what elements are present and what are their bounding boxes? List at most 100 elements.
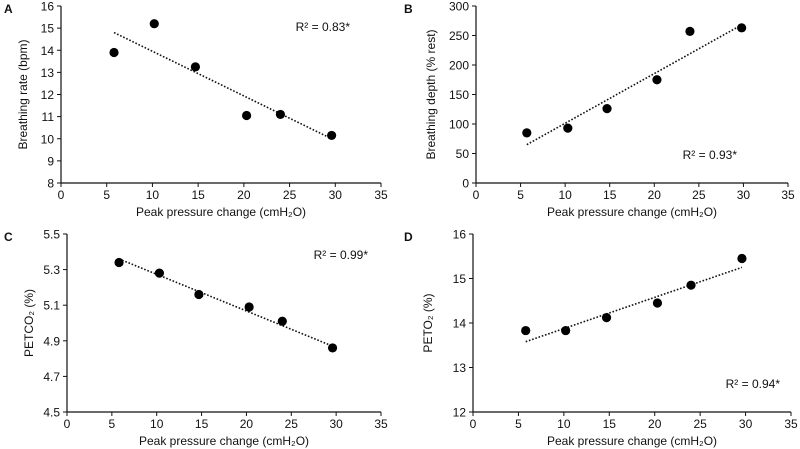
y-tick-label: 5.1 (43, 299, 60, 313)
data-point (602, 104, 612, 114)
trendline (525, 266, 743, 343)
x-tick-label: 15 (603, 188, 617, 202)
x-tick-label: 15 (195, 417, 209, 431)
y-tick-label: 16 (453, 228, 467, 242)
data-point (563, 123, 573, 133)
y-tick-label: 150 (449, 88, 469, 102)
data-point (327, 343, 338, 353)
x-axis-title: Peak pressure change (cmH₂O) (547, 434, 717, 448)
data-point (149, 19, 159, 29)
y-tick-label: 14 (41, 44, 55, 58)
x-tick-label: 0 (64, 417, 71, 431)
r-squared-annotation: R² = 0.99* (314, 248, 369, 262)
x-tick-label: 35 (784, 417, 798, 431)
x-tick-label: 35 (781, 188, 795, 202)
x-tick-label: 10 (146, 188, 160, 202)
data-point (277, 316, 287, 326)
y-tick-label: 50 (456, 147, 470, 161)
data-point (652, 298, 663, 308)
x-tick-label: 30 (737, 188, 751, 202)
panel-label: D (404, 230, 413, 244)
y-tick-label: 4.9 (43, 334, 60, 348)
y-tick-label: 4.5 (43, 406, 60, 420)
data-point (685, 26, 695, 36)
y-tick-label: 15 (453, 272, 467, 286)
panel-label: C (4, 230, 13, 244)
y-tick-label: 250 (449, 29, 469, 43)
x-tick-label: 5 (517, 188, 524, 202)
x-tick-label: 25 (283, 188, 297, 202)
x-tick-label: 35 (374, 417, 388, 431)
data-point (561, 325, 571, 336)
x-axis-title: Peak pressure change (cmH₂O) (139, 434, 309, 448)
y-tick-label: 13 (453, 361, 467, 375)
panel-a: A 0 5 10 15 20 25 30 35 8 9 10 11 12 13 14 15 16 Peak pres… (4, 0, 388, 219)
x-tick-label: 5 (109, 417, 116, 431)
x-tick-label: 20 (240, 417, 254, 431)
x-tick-label: 15 (603, 417, 617, 431)
x-tick-label: 0 (473, 188, 480, 202)
data-point (154, 268, 165, 278)
y-tick-label: 200 (449, 59, 469, 73)
r-squared-annotation: R² = 0.93* (683, 148, 738, 162)
x-axis-title: Peak pressure change (cmH₂O) (547, 205, 717, 219)
data-point (275, 109, 286, 120)
x-tick-label: 30 (739, 417, 753, 431)
x-tick-label: 20 (648, 417, 662, 431)
x-tick-label: 5 (515, 417, 522, 431)
x-tick-label: 10 (558, 188, 572, 202)
data-point (114, 257, 124, 268)
data-point (194, 289, 204, 300)
x-tick-label: 30 (329, 188, 343, 202)
y-axis-title: PETCO₂ (%) (22, 289, 36, 357)
y-tick-label: 10 (41, 132, 55, 146)
y-tick-label: 5.3 (43, 263, 60, 277)
data-point (601, 313, 612, 323)
panel-label: A (4, 2, 13, 16)
data-point (190, 62, 200, 72)
trendline (113, 31, 332, 140)
panel-c: C 0 5 10 15 20 25 30 35 4.5 4.7 4.9 5.1 5.3 5.5 Peak pr… (4, 228, 388, 449)
data-point (521, 325, 531, 336)
data-point (242, 110, 252, 121)
y-tick-label: 4.7 (43, 370, 60, 384)
x-tick-label: 0 (470, 417, 477, 431)
data-point (737, 23, 747, 33)
x-axis-title: Peak pressure change (cmH₂O) (136, 205, 306, 219)
r-squared-annotation: R² = 0.94* (726, 377, 781, 391)
y-tick-label: 300 (449, 0, 469, 14)
data-point (109, 47, 119, 58)
x-tick-label: 25 (693, 417, 707, 431)
y-tick-label: 15 (41, 22, 55, 36)
x-tick-label: 25 (692, 188, 706, 202)
data-point (327, 130, 337, 141)
y-tick-label: 12 (41, 88, 55, 102)
y-tick-label: 12 (453, 406, 467, 420)
y-axis-title: Breathing depth (% rest) (424, 29, 438, 159)
data-point (652, 75, 662, 85)
x-tick-label: 15 (191, 188, 205, 202)
y-tick-label: 5.5 (43, 228, 60, 242)
y-tick-label: 11 (42, 110, 55, 124)
y-tick-label: 8 (47, 177, 54, 191)
x-tick-label: 10 (150, 417, 164, 431)
panel-d: D 0 5 10 15 20 25 30 35 12 13 14 15 16 Peak pressure c… (404, 228, 798, 449)
y-tick-label: 100 (449, 118, 469, 132)
panel-label: B (404, 2, 413, 16)
data-point (737, 253, 747, 264)
trendline (118, 258, 333, 347)
x-tick-label: 5 (103, 188, 110, 202)
trendline (526, 24, 743, 146)
data-point (686, 280, 696, 290)
y-axis-title: Breathing rate (bpm) (16, 39, 30, 149)
x-tick-label: 25 (285, 417, 299, 431)
y-tick-label: 0 (462, 177, 469, 191)
y-tick-label: 13 (41, 66, 55, 80)
x-tick-label: 35 (374, 188, 388, 202)
x-tick-label: 0 (58, 188, 65, 202)
x-tick-label: 30 (329, 417, 343, 431)
x-tick-label: 10 (557, 417, 571, 431)
data-point (244, 302, 254, 312)
x-tick-label: 20 (237, 188, 251, 202)
